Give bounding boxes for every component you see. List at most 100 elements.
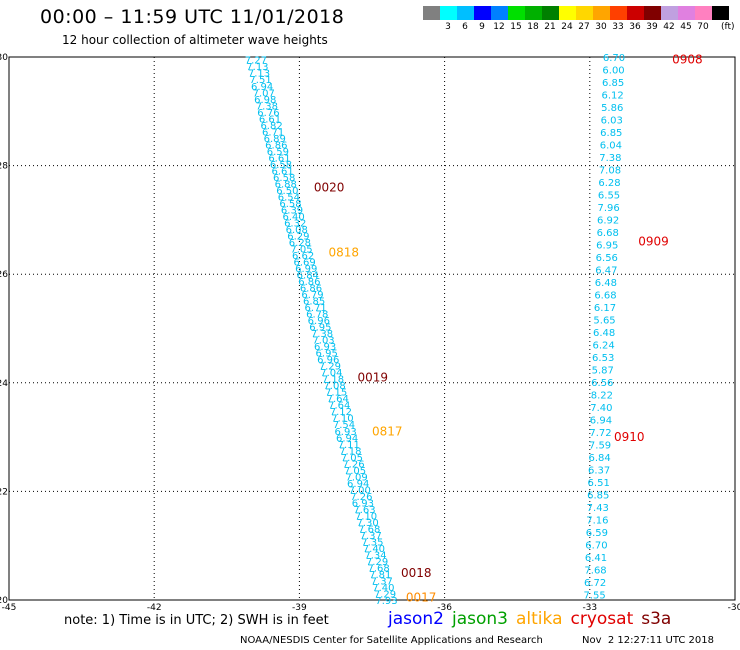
swh-value-label: 6.93 — [334, 427, 356, 438]
swh-value-label: 7.26 — [350, 492, 372, 503]
swh-value-label: 8.22 — [591, 391, 613, 402]
swh-value-label: 6.95 — [316, 349, 338, 360]
swh-value-label: 6.99 — [295, 264, 317, 275]
swh-value-label: 7.68 — [358, 524, 380, 535]
swh-value-label: 7.30 — [356, 518, 378, 529]
swh-value-label: 6.51 — [588, 478, 610, 489]
colorbar-cell — [491, 6, 508, 20]
x-tick-label: -39 — [292, 603, 307, 613]
colorbar-cell — [508, 6, 525, 20]
swh-value-label: 7.40 — [363, 544, 385, 555]
swh-value-label: 6.92 — [597, 216, 619, 227]
swh-value-label: 6.94 — [590, 416, 612, 427]
swh-value-label: 6.58 — [273, 173, 295, 184]
colorbar-label: 36 — [629, 22, 641, 32]
swh-value-label: 6.03 — [601, 116, 623, 127]
y-tick-label: 20 — [0, 596, 8, 606]
swh-value-label: 7.04 — [320, 368, 342, 379]
swh-value-label: 6.24 — [593, 341, 615, 352]
colorbar-label: 6 — [462, 22, 468, 32]
swh-value-label: 6.41 — [585, 553, 607, 564]
swh-value-label: 6.94 — [251, 82, 273, 93]
swh-value-label: 7.34 — [364, 550, 386, 561]
swh-value-label: 6.89 — [264, 134, 286, 145]
swh-value-label: 6.95 — [309, 323, 331, 334]
y-tick-label: 22 — [0, 487, 8, 497]
colorbar-cell — [457, 6, 474, 20]
swh-value-label: 7.72 — [589, 428, 611, 439]
colorbar-label: 42 — [663, 22, 675, 32]
swh-value-label: 6.86 — [298, 277, 320, 288]
swh-value-label: 6.93 — [352, 498, 374, 509]
satellite-legend: jason2 jason3 altika cryosat s3a — [388, 609, 679, 629]
pass-id-label: 0020 — [314, 180, 345, 194]
colorbar-cell — [525, 6, 542, 20]
swh-value-label: 6.78 — [306, 310, 328, 321]
plot-frame — [8, 56, 736, 601]
colorbar-cell — [712, 6, 729, 20]
swh-value-label: 7.38 — [599, 153, 621, 164]
colorbar-label: 9 — [479, 22, 485, 32]
swh-value-label: 7.43 — [587, 503, 609, 514]
colorbar-cell — [610, 6, 627, 20]
swh-value-label: 6.68 — [594, 291, 616, 302]
swh-value-label: 6.55 — [598, 191, 620, 202]
x-tick-label: -36 — [437, 603, 452, 613]
colorbar-cells — [423, 6, 733, 20]
x-tick-label: -45 — [2, 603, 17, 613]
swh-value-label: 7.37 — [371, 576, 393, 587]
swh-value-label: 6.88 — [275, 179, 297, 190]
swh-value-label: 6.68 — [597, 228, 619, 239]
colorbar-label: 30 — [595, 22, 607, 32]
swh-value-label: 6.71 — [262, 127, 284, 138]
swh-value-label: 6.40 — [282, 212, 304, 223]
y-tick-label: 28 — [0, 162, 8, 172]
x-tick-label: -30 — [728, 603, 740, 613]
colorbar-cell — [440, 6, 457, 20]
swh-value-label: 7.63 — [353, 505, 375, 516]
swh-value-label: 7.68 — [368, 563, 390, 574]
pass-id-label: 0818 — [328, 245, 359, 259]
y-tick-label: 26 — [0, 270, 8, 280]
colorbar-cell — [678, 6, 695, 20]
swh-value-label: 6.61 — [271, 166, 293, 177]
swh-value-label: 6.95 — [596, 241, 618, 252]
colorbar-label: 12 — [493, 22, 505, 32]
pass-id-label: 0018 — [401, 566, 432, 580]
swh-value-label: 7.35 — [361, 537, 383, 548]
swh-value-label: 6.50 — [276, 186, 298, 197]
swh-value-label: 6.85 — [587, 491, 609, 502]
colorbar-labels: (ft) 3 6 9 12 15 18 21 24 27 30 33 36 39 42 45 70 — [423, 20, 735, 32]
colorbar-unit: (ft) — [721, 22, 735, 32]
swh-value-label: 6.98 — [254, 95, 276, 106]
swh-value-label: 6.56 — [596, 253, 618, 264]
swh-value-label: 7.81 — [369, 570, 391, 581]
swh-value-label: 7.68 — [584, 566, 606, 577]
swh-value-label: 6.94 — [347, 479, 369, 490]
swh-value-label: 6.59 — [586, 528, 608, 539]
colorbar-cell — [576, 6, 593, 20]
swh-value-label: 7.12 — [330, 407, 352, 418]
colorbar-cell — [627, 6, 644, 20]
footer-note: note: 1) Time is in UTC; 2) SWH is in fe… — [64, 613, 329, 628]
colorbar-label: 3 — [445, 22, 451, 32]
swh-value-label: 7.38 — [311, 329, 333, 340]
swh-value-label: 7.07 — [253, 88, 275, 99]
swh-value-label: 7.55 — [584, 591, 606, 602]
swh-value-label: 6.72 — [584, 578, 606, 589]
swh-value-label: 6.17 — [594, 303, 616, 314]
colorbar-cell — [559, 6, 576, 20]
swh-value-label: 7.05 — [341, 453, 363, 464]
swh-value-label: 6.76 — [257, 108, 279, 119]
swh-value-label: 7.59 — [589, 441, 611, 452]
swh-value-label: 6.69 — [294, 258, 316, 269]
page-title: 00:00 – 11:59 UTC 11/01/2018 — [40, 6, 345, 28]
y-tick-label: 30 — [0, 53, 8, 63]
pass-id-label: 0017 — [406, 590, 437, 604]
swh-value-label: 7.96 — [597, 203, 619, 214]
colorbar-cell — [644, 6, 661, 20]
swh-value-label: 6.84 — [297, 271, 319, 282]
swh-value-label: 7.10 — [331, 414, 353, 425]
swh-value-label: 7.08 — [323, 381, 345, 392]
